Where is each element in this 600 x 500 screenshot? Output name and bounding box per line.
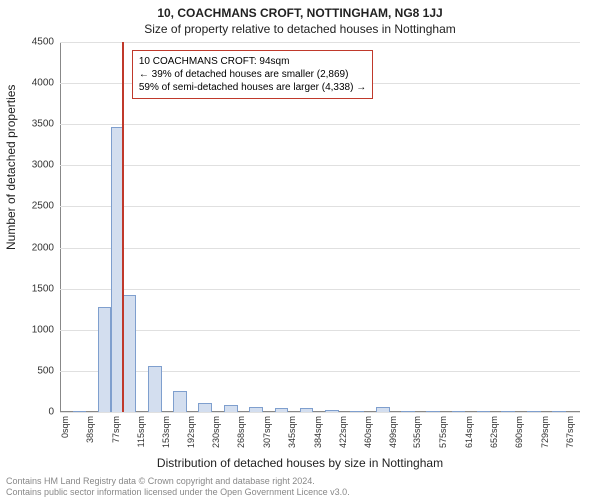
x-axis-label: Distribution of detached houses by size … <box>0 456 600 470</box>
footer-line-2: Contains public sector information licen… <box>6 487 350 498</box>
x-tick-label: 115sqm <box>136 416 146 447</box>
gridline <box>60 371 580 372</box>
footer-attribution: Contains HM Land Registry data © Crown c… <box>6 476 350 498</box>
histogram-bar <box>426 411 440 412</box>
chart-title-line2: Size of property relative to detached ho… <box>0 22 600 36</box>
x-tick-label: 729sqm <box>540 416 550 448</box>
gridline <box>60 330 580 331</box>
y-tick-label: 500 <box>37 365 54 376</box>
histogram-bar <box>376 407 390 412</box>
x-tick-label: 153sqm <box>161 416 171 448</box>
annotation-line: ← 39% of detached houses are smaller (2,… <box>139 68 366 81</box>
gridline <box>60 206 580 207</box>
histogram-bar <box>123 295 137 412</box>
gridline <box>60 165 580 166</box>
y-tick-label: 2500 <box>32 201 54 212</box>
histogram-bar <box>452 411 466 412</box>
x-tick-label: 652sqm <box>489 416 499 448</box>
y-tick-label: 2000 <box>32 242 54 253</box>
y-axis-label: Number of detached properties <box>4 85 18 250</box>
chart-title-line1: 10, COACHMANS CROFT, NOTTINGHAM, NG8 1JJ <box>0 6 600 20</box>
gridline <box>60 412 580 413</box>
histogram-bar <box>173 391 187 412</box>
x-tick-label: 384sqm <box>313 416 323 448</box>
x-tick-label: 690sqm <box>514 416 524 448</box>
x-tick-label: 38sqm <box>85 416 95 443</box>
histogram-bar <box>198 403 212 412</box>
gridline <box>60 124 580 125</box>
histogram-bar <box>401 411 415 412</box>
x-tick-label: 307sqm <box>262 416 272 448</box>
y-tick-label: 4000 <box>32 78 54 89</box>
histogram-bar <box>148 366 162 412</box>
histogram-bar <box>224 405 238 412</box>
histogram-bar <box>300 408 314 412</box>
footer-line-1: Contains HM Land Registry data © Crown c… <box>6 476 350 487</box>
x-tick-label: 268sqm <box>236 416 246 448</box>
gridline <box>60 248 580 249</box>
x-tick-label: 422sqm <box>338 416 348 448</box>
x-tick-label: 345sqm <box>287 416 297 448</box>
histogram-bar <box>73 411 87 412</box>
histogram-bar <box>527 411 541 412</box>
x-tick-label: 192sqm <box>186 416 196 448</box>
histogram-bar <box>98 307 112 412</box>
y-tick-label: 4500 <box>32 37 54 48</box>
x-tick-label: 767sqm <box>565 416 575 448</box>
histogram-bar <box>477 411 491 412</box>
histogram-bar <box>275 408 289 412</box>
y-tick-label: 1000 <box>32 324 54 335</box>
annotation-box: 10 COACHMANS CROFT: 94sqm← 39% of detach… <box>132 50 373 99</box>
y-tick-label: 0 <box>48 407 54 418</box>
histogram-bar <box>325 410 339 412</box>
histogram-bar <box>552 411 566 412</box>
chart-container: 10, COACHMANS CROFT, NOTTINGHAM, NG8 1JJ… <box>0 0 600 500</box>
x-tick-label: 230sqm <box>211 416 221 448</box>
annotation-line: 10 COACHMANS CROFT: 94sqm <box>139 55 366 68</box>
gridline <box>60 289 580 290</box>
y-tick-label: 3000 <box>32 160 54 171</box>
y-axis-line <box>60 42 61 412</box>
histogram-bar <box>249 407 263 412</box>
x-tick-label: 499sqm <box>388 416 398 448</box>
x-tick-label: 575sqm <box>438 416 448 448</box>
histogram-bar <box>501 411 515 412</box>
x-tick-label: 535sqm <box>412 416 422 448</box>
x-tick-label: 460sqm <box>363 416 373 448</box>
x-tick-label: 0sqm <box>60 416 70 438</box>
y-tick-label: 3500 <box>32 119 54 130</box>
plot-area: 0500100015002000250030003500400045000sqm… <box>60 42 580 412</box>
x-tick-label: 614sqm <box>464 416 474 448</box>
annotation-line: 59% of semi-detached houses are larger (… <box>139 81 366 94</box>
x-tick-label: 77sqm <box>111 416 121 443</box>
histogram-bar <box>350 411 364 412</box>
y-tick-label: 1500 <box>32 283 54 294</box>
property-marker-line <box>122 42 124 412</box>
gridline <box>60 42 580 43</box>
